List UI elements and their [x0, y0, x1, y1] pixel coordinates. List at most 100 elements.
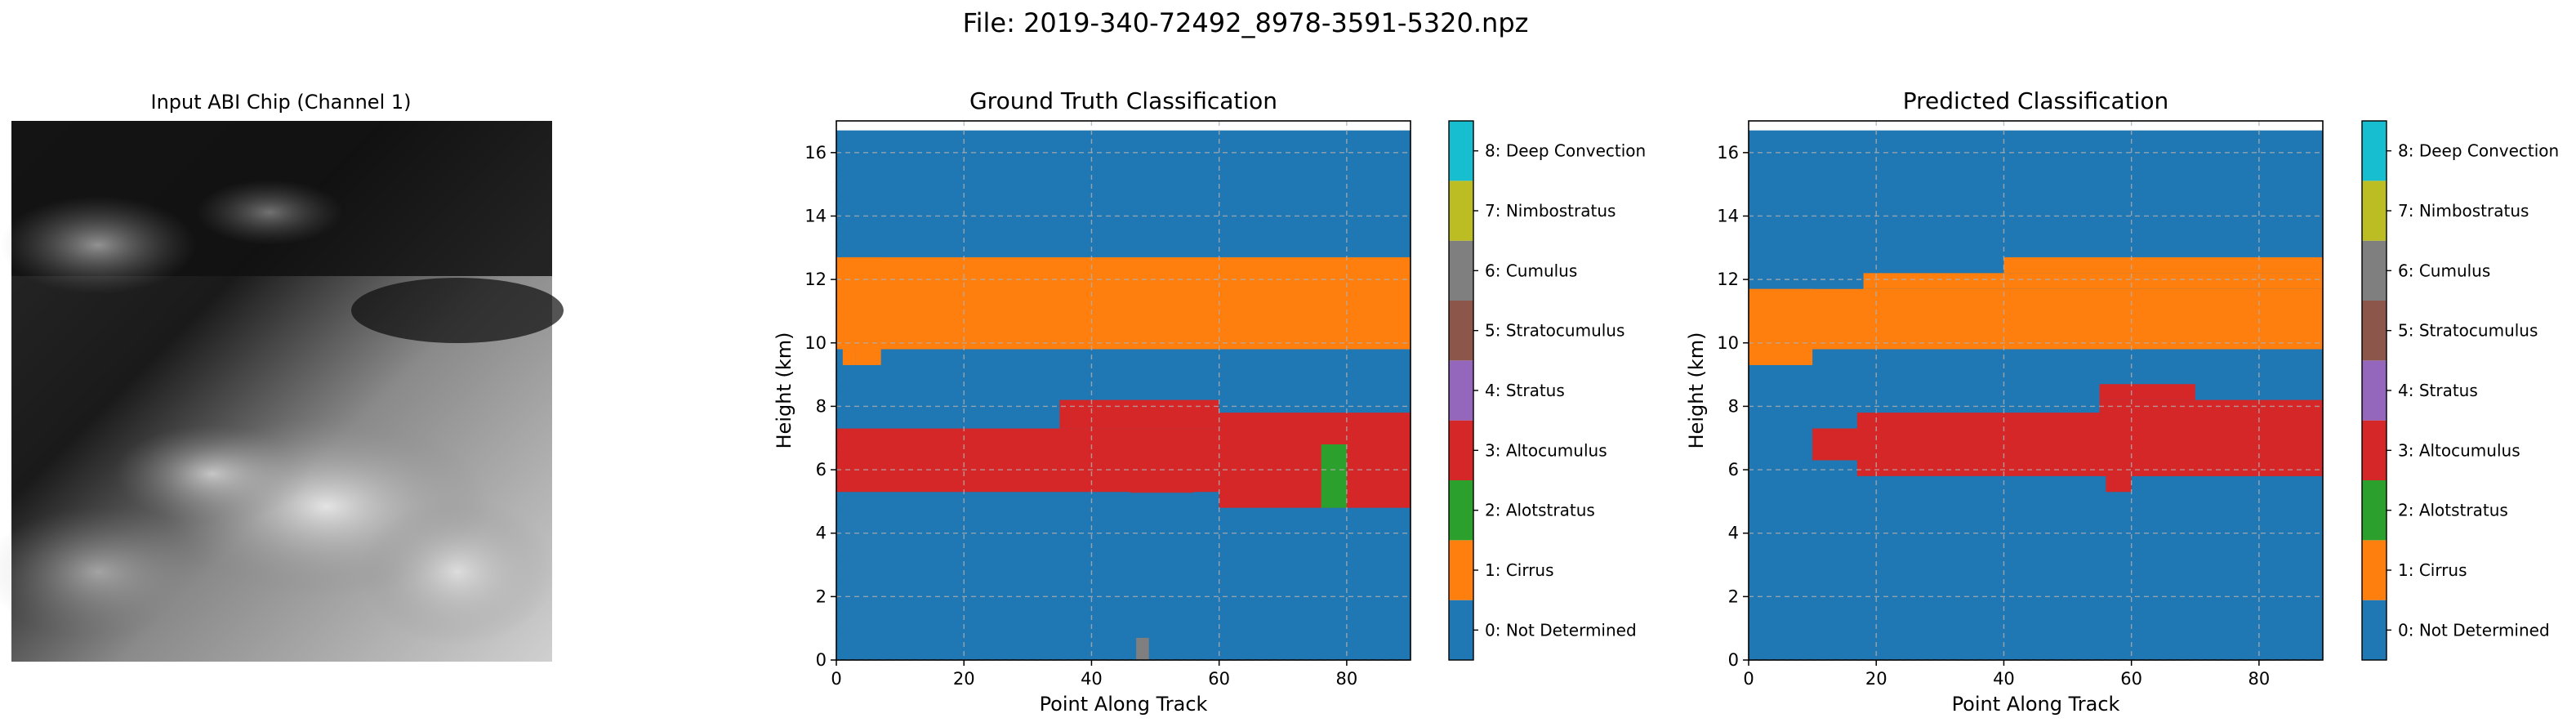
colorbar-swatch-class-5	[1449, 301, 1473, 361]
colorbar-tick-label: 5: Stratocumulus	[1485, 321, 1624, 341]
y-tick-label: 4	[1728, 524, 1739, 543]
colorbar-tick-label: 1: Cirrus	[1485, 560, 1554, 580]
heatmap-region-class-1	[1749, 288, 1813, 365]
chart-predicted: 0 20 40 60 80 0 2 4 6 8 10 12 14 16 Predicted Classifi…	[1685, 87, 2559, 716]
colorbar-tick-label: 1: Cirrus	[2398, 560, 2467, 580]
colorbar-swatch-class-6	[1449, 240, 1473, 301]
chart-title: Ground Truth Classification	[969, 87, 1277, 114]
x-tick-label: 20	[1865, 669, 1887, 689]
colorbar-tick-label: 8: Deep Convection	[2398, 141, 2559, 161]
heatmap-region-class-1	[836, 256, 1411, 350]
x-tick-label: 60	[1208, 669, 1230, 689]
y-tick-label: 14	[1717, 206, 1739, 225]
heatmap-background-cell	[836, 130, 1411, 660]
y-tick-label: 12	[804, 270, 827, 289]
y-tick-label: 4	[816, 524, 827, 543]
y-tick-label: 16	[1717, 143, 1739, 163]
colorbar-tick-label: 4: Stratus	[2398, 381, 2478, 400]
colorbar-swatch-class-7	[2362, 181, 2387, 241]
heatmap-region-class-2	[1321, 444, 1347, 508]
colorbar-swatch-class-5	[2362, 301, 2387, 361]
input-panel-title: Input ABI Chip (Channel 1)	[150, 91, 411, 114]
colorbar-tick-label: 2: Alotstratus	[2398, 501, 2508, 520]
heatmap-region-class-3	[1130, 492, 1194, 493]
heatmap-region-class-1	[1863, 273, 2323, 289]
y-tick-label: 0	[816, 650, 827, 670]
heatmap-region-class-3	[1219, 413, 1411, 508]
colorbar-swatch-class-8	[2362, 121, 2387, 181]
colorbar-swatch-class-8	[1449, 121, 1473, 181]
colorbar-swatch-class-4	[2362, 360, 2387, 421]
x-axis-label: Point Along Track	[1040, 693, 1208, 716]
colorbar-frame	[2361, 120, 2387, 661]
colorbar-swatch-class-2	[2362, 480, 2387, 541]
colorbar-swatch-class-1	[2362, 540, 2387, 600]
chart-title: Predicted Classification	[1903, 87, 2169, 114]
y-tick-label: 10	[804, 333, 827, 353]
heatmap-region-class-3	[2106, 475, 2132, 493]
y-axis-label: Height (km)	[1685, 332, 1708, 449]
colorbar-tick-label: 6: Cumulus	[1485, 261, 1577, 280]
y-tick-label: 8	[1728, 396, 1739, 416]
y-tick-label: 8	[816, 396, 827, 416]
x-tick-label: 20	[953, 669, 975, 689]
heatmap-region-class-1	[2003, 256, 2323, 274]
heatmap-region-class-1	[836, 273, 843, 337]
colorbar-swatch-class-0	[2362, 600, 2387, 660]
colorbar-tick-label: 4: Stratus	[1485, 381, 1565, 400]
x-tick-label: 40	[1993, 669, 2015, 689]
colorbar-swatch-class-3	[1449, 420, 1473, 480]
y-tick-label: 0	[1728, 650, 1739, 670]
heatmap-region-class-3	[1059, 399, 1219, 429]
y-tick-label: 10	[1717, 333, 1739, 353]
y-tick-label: 14	[804, 206, 827, 225]
axes-frame	[1748, 120, 2324, 661]
colorbar-tick-label: 2: Alotstratus	[1485, 501, 1595, 520]
colorbar-swatch-class-7	[1449, 181, 1473, 241]
colorbar-swatch-class-1	[1449, 540, 1473, 600]
colorbar-tick-label: 7: Nimbostratus	[1485, 201, 1616, 221]
x-tick-label: 80	[2248, 669, 2271, 689]
heatmap-region-class-1	[842, 256, 856, 365]
colorbar-tick-label: 5: Stratocumulus	[2398, 321, 2538, 341]
y-tick-label: 2	[816, 587, 827, 606]
x-axis-label: Point Along Track	[1952, 693, 2120, 716]
heatmap-region-class-3	[2099, 384, 2195, 400]
colorbar-tick-label: 3: Altocumulus	[1485, 440, 1607, 460]
y-axis-label: Height (km)	[773, 332, 796, 449]
y-tick-label: 16	[804, 143, 827, 163]
colorbar-tick-label: 6: Cumulus	[2398, 261, 2490, 280]
colorbar-tick-label: 7: Nimbostratus	[2398, 201, 2529, 221]
colorbar-swatch-class-2	[1449, 480, 1473, 541]
figure-suptitle: File: 2019-340-72492_8978-3591-5320.npz	[963, 7, 1529, 38]
colorbar-tick-label: 3: Altocumulus	[2398, 440, 2520, 460]
x-tick-label: 0	[831, 669, 841, 689]
colorbar-tick-label: 0: Not Determined	[1485, 620, 1637, 640]
abi-satellite-image	[0, 121, 564, 662]
heatmap-background-cell	[1749, 130, 2323, 660]
heatmap-region-class-3	[2099, 399, 2323, 476]
chart-ground-truth: 0 20 40 60 80 0 2 4 6 8 10 12 14 16 Ground Truth Class…	[773, 87, 1646, 716]
heatmap-region-class-1	[1749, 288, 2323, 350]
x-tick-label: 0	[1743, 669, 1754, 689]
heatmap-region-class-3	[1812, 428, 1857, 461]
heatmap-region-class-1	[855, 256, 881, 365]
colorbar-swatch-class-6	[2362, 240, 2387, 301]
colorbar-swatch-class-3	[2362, 420, 2387, 480]
x-tick-label: 80	[1336, 669, 1358, 689]
colorbar-swatch-class-0	[1449, 600, 1473, 660]
y-tick-label: 12	[1717, 270, 1739, 289]
y-tick-label: 2	[1728, 587, 1739, 606]
input-panel: Input ABI Chip (Channel 1)	[0, 91, 564, 662]
colorbar-frame	[1448, 120, 1474, 661]
heatmap-region-class-6	[1136, 637, 1149, 660]
x-tick-label: 60	[2120, 669, 2142, 689]
colorbar-tick-label: 8: Deep Convection	[1485, 141, 1646, 161]
y-tick-label: 6	[816, 460, 827, 479]
colorbar-swatch-class-4	[1449, 360, 1473, 421]
x-tick-label: 40	[1081, 669, 1103, 689]
y-tick-label: 6	[1728, 460, 1739, 479]
colorbar-tick-label: 0: Not Determined	[2398, 620, 2550, 640]
axes-frame	[836, 120, 1411, 661]
